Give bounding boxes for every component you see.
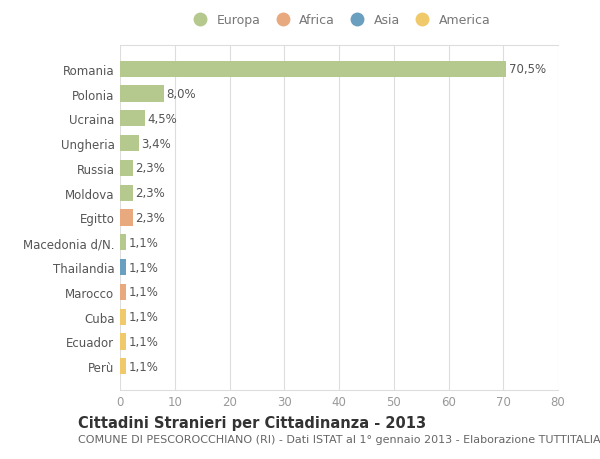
Bar (120, 334, 126, 350)
Bar (120, 358, 126, 375)
Text: 8,0%: 8,0% (167, 88, 196, 101)
Bar (120, 161, 133, 177)
Text: 70,5%: 70,5% (509, 63, 546, 76)
Bar (120, 62, 506, 78)
Bar (120, 185, 133, 202)
Bar (120, 259, 126, 275)
Bar (120, 210, 133, 226)
Text: 1,1%: 1,1% (129, 286, 158, 299)
Text: 2,3%: 2,3% (136, 162, 165, 175)
Bar (120, 86, 164, 102)
Text: 3,4%: 3,4% (142, 137, 171, 150)
Text: 1,1%: 1,1% (129, 335, 158, 348)
Bar (120, 136, 139, 152)
Text: COMUNE DI PESCOROCCHIANO (RI) - Dati ISTAT al 1° gennaio 2013 - Elaborazione TUT: COMUNE DI PESCOROCCHIANO (RI) - Dati IST… (78, 434, 600, 444)
Text: 1,1%: 1,1% (129, 261, 158, 274)
Text: 1,1%: 1,1% (129, 360, 158, 373)
Text: 2,3%: 2,3% (136, 212, 165, 224)
Text: 4,5%: 4,5% (148, 112, 177, 126)
Bar (120, 235, 126, 251)
Legend: Europa, Africa, Asia, America: Europa, Africa, Asia, America (188, 14, 490, 27)
Bar (120, 111, 145, 127)
Text: 1,1%: 1,1% (129, 310, 158, 324)
Text: 2,3%: 2,3% (136, 187, 165, 200)
Bar (120, 284, 126, 300)
Text: Cittadini Stranieri per Cittadinanza - 2013: Cittadini Stranieri per Cittadinanza - 2… (78, 415, 426, 431)
Bar (120, 309, 126, 325)
Text: 1,1%: 1,1% (129, 236, 158, 249)
